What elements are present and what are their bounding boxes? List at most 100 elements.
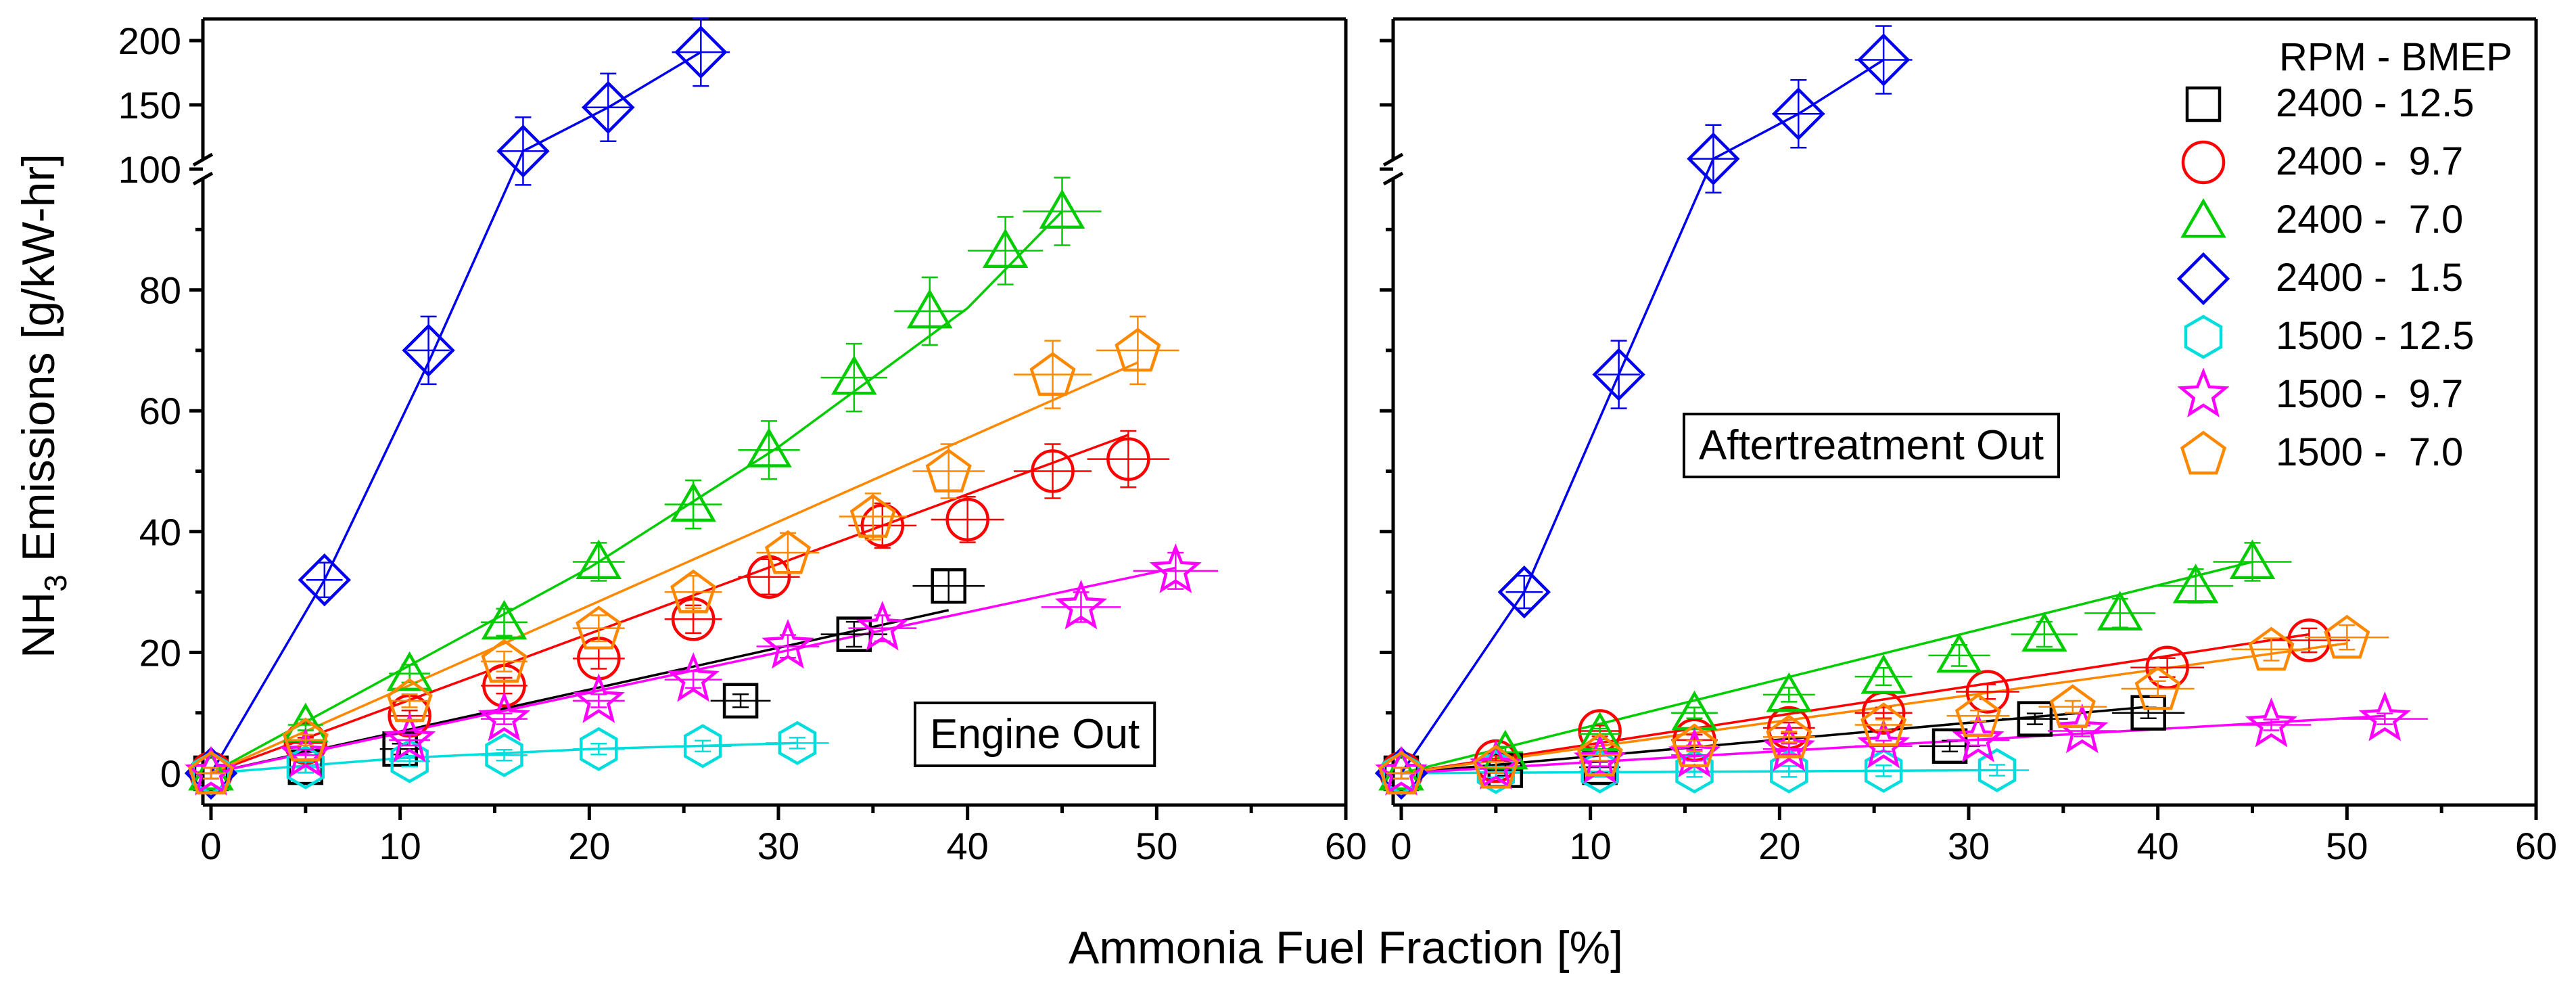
marker-s2400_7_0 — [188, 750, 234, 791]
marker-s1500_9_7 — [1054, 579, 1108, 630]
marker-s2400_1_5 — [674, 25, 728, 79]
y-tick-label: 100 — [118, 148, 181, 191]
marker-s1500_12_5 — [1977, 748, 2017, 793]
marker-s2400_12_5 — [1931, 728, 1968, 764]
fit-line-s2400_7_0 — [1401, 560, 2253, 775]
x-tick-label: 40 — [947, 825, 989, 867]
marker-s2400_7_0 — [2097, 591, 2143, 631]
marker-s1500_9_7 — [1573, 733, 1626, 784]
marker-s1500_7_0 — [1576, 732, 1623, 777]
marker-s2400_9_7 — [1031, 449, 1075, 493]
marker-s1500_9_7 — [572, 673, 625, 723]
marker-s2400_7_0 — [576, 539, 622, 579]
legend-label: 1500 - 12.5 — [2276, 314, 2474, 358]
marker-s2400_1_5 — [1687, 132, 1740, 185]
marker-s2400_12_5 — [931, 568, 966, 604]
marker-s2400_1_5 — [1857, 33, 1911, 87]
marker-s2400_7_0 — [831, 355, 877, 395]
x-tick-label: 10 — [1570, 825, 1612, 867]
marker-s1500_12_5 — [1864, 748, 1903, 793]
legend-label: 2400 - 7.0 — [2276, 198, 2463, 242]
marker-s2400_9_7 — [945, 497, 989, 542]
panel-engine-out: 0 10 20 30 40 50 60 0 20 40 60 80 100 150 200 Engine Ou… — [118, 17, 1367, 867]
marker-s2400_12_5 — [2130, 695, 2166, 731]
legend-label: 2400 - 9.7 — [2276, 139, 2463, 183]
marker-s2400_7_0 — [1378, 750, 1424, 791]
marker-s1500_7_0 — [2248, 626, 2295, 671]
marker-s2400_1_5 — [496, 124, 550, 178]
marker-s1500_9_7 — [2245, 697, 2298, 748]
marker-s1500_7_0 — [1472, 744, 1519, 789]
fit-line-s1500_7_0 — [210, 361, 1139, 775]
marker-s2400_7_0 — [1039, 189, 1085, 229]
marker-s2400_1_5 — [1772, 87, 1825, 141]
marker-s1500_9_7 — [856, 601, 909, 651]
x-tick-label: 0 — [200, 825, 221, 867]
x-axis-title: Ammonia Fuel Fraction [%] — [1069, 922, 1623, 973]
marker-s2400_7_0 — [907, 288, 953, 329]
marker-s1500_7_0 — [282, 717, 329, 762]
marker-s1500_9_7 — [2056, 703, 2109, 754]
legend-marker-s2400_1_5 — [2176, 252, 2230, 306]
marker-s2400_7_0 — [670, 482, 716, 522]
marker-s2400_7_0 — [2229, 539, 2276, 579]
marker-s1500_7_0 — [764, 530, 812, 574]
panel-aftertreatment-out: 0 10 20 30 40 50 60 Aftertreatment Out — [1374, 17, 2557, 867]
panel-label-box — [1683, 413, 2060, 478]
marker-s2400_12_5 — [2017, 701, 2053, 737]
marker-s1500_12_5 — [485, 733, 523, 777]
y-tick-label: 150 — [118, 84, 181, 127]
marker-s2400_12_5 — [722, 683, 759, 719]
marker-s1500_7_0 — [849, 494, 896, 538]
legend-label: 2400 - 1.5 — [2276, 256, 2463, 300]
marker-s2400_7_0 — [2021, 612, 2067, 652]
y-axis-title-prefix: NH — [13, 592, 64, 658]
marker-s1500_7_0 — [1860, 702, 1907, 746]
marker-s2400_1_5 — [1497, 565, 1551, 619]
fit-line-s2400_7_0 — [210, 210, 1063, 775]
marker-s1500_7_0 — [576, 605, 622, 650]
legend-label: 2400 - 12.5 — [2276, 81, 2474, 125]
panel-label-box — [914, 702, 1156, 767]
y-tick-label: 80 — [139, 269, 181, 312]
x-tick-label: 0 — [1390, 825, 1411, 867]
marker-s1500_7_0 — [925, 449, 972, 492]
marker-s1500_9_7 — [667, 652, 720, 702]
fit-line-s2400_9_7 — [210, 434, 1129, 775]
axis-break-mark — [1382, 152, 1404, 167]
marker-s1500_12_5 — [286, 745, 325, 789]
marker-s1500_7_0 — [1378, 750, 1425, 795]
marker-s1500_12_5 — [778, 720, 817, 765]
panel-label: Aftertreatment Out — [1699, 422, 2044, 469]
marker-s2400_7_0 — [481, 599, 528, 640]
marker-s2400_1_5 — [402, 323, 455, 377]
y-tick-label: 200 — [118, 20, 181, 62]
y-tick-label: 0 — [160, 752, 181, 795]
marker-s2400_9_7 — [1106, 437, 1150, 481]
marker-s2400_1_5 — [582, 81, 635, 134]
marker-s1500_12_5 — [1675, 749, 1714, 794]
legend-title: RPM - BMEP — [2279, 35, 2512, 79]
marker-s1500_7_0 — [386, 678, 433, 723]
y-axis-title: NH3 Emissions [g/kW-hr] — [13, 154, 73, 658]
marker-s1500_7_0 — [1029, 352, 1076, 396]
marker-s2400_7_0 — [982, 228, 1029, 269]
y-tick-label: 60 — [139, 390, 181, 432]
legend-label: 1500 - 7.0 — [2276, 430, 2463, 474]
marker-s1500_12_5 — [390, 739, 429, 783]
marker-s1500_7_0 — [1954, 693, 2002, 737]
marker-s1500_7_0 — [1671, 723, 1718, 768]
x-tick-label: 10 — [379, 825, 421, 867]
marker-s2400_1_5 — [1592, 348, 1645, 401]
marker-s1500_7_0 — [1115, 327, 1161, 372]
marker-s2400_7_0 — [1936, 633, 1982, 673]
marker-s1500_7_0 — [1766, 714, 1812, 758]
marker-s2400_7_0 — [1860, 654, 1906, 694]
x-tick-label: 20 — [568, 825, 610, 867]
x-tick-label: 60 — [1325, 825, 1367, 867]
marker-s1500_9_7 — [383, 712, 436, 762]
y-axis-title-suffix: Emissions [g/kW-hr] — [13, 154, 64, 574]
marker-s1500_7_0 — [2134, 666, 2181, 710]
